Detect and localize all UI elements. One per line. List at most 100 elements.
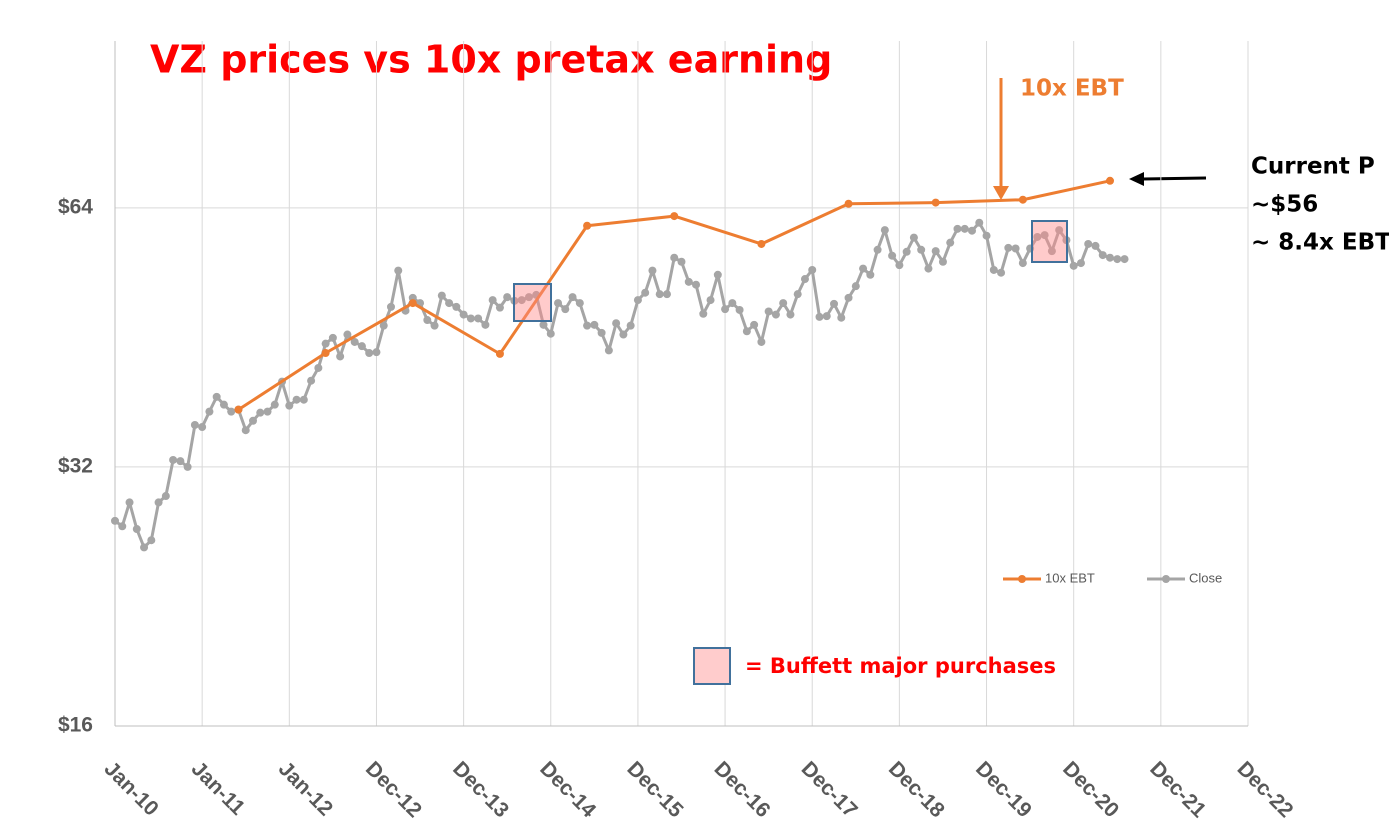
point [975,218,984,227]
point [648,266,657,275]
annotation: Current P [1251,154,1375,180]
x-tick-label: Dec-22 [1233,757,1298,822]
point [1018,259,1027,268]
point [198,423,207,432]
point [997,268,1006,277]
point [583,321,592,330]
buffett-box [1031,220,1068,263]
point [880,226,889,235]
legend-label: Close [1189,570,1222,585]
point [662,290,671,299]
point [931,198,940,207]
point [524,293,533,302]
point [953,224,962,233]
point [365,349,374,358]
x-tick-label: Dec-16 [710,757,775,822]
legend-marker [1162,575,1170,583]
point [205,407,214,416]
x-tick-label: Dec-20 [1058,757,1123,822]
point [728,299,737,308]
x-tick-label: Dec-12 [361,757,426,822]
buffett-legend-box [693,647,731,685]
point [111,516,119,525]
point [263,407,272,416]
chart-title: VZ prices vs 10x pretax earning [150,38,832,82]
point [604,346,613,355]
point [786,310,795,319]
point [641,288,650,297]
point [1047,247,1056,256]
point [408,299,417,308]
x-tick-label: Dec-13 [448,757,513,822]
point [917,245,926,254]
point [859,264,868,273]
y-tick-label: $32 [58,454,93,477]
point [1033,232,1042,241]
point [757,239,766,248]
point [481,320,490,329]
point [909,233,918,242]
point [343,330,352,339]
arrow-head [993,186,1009,200]
point [256,408,265,417]
point [190,420,199,429]
point [1004,243,1013,252]
point [873,245,882,254]
point [321,349,330,358]
point [808,265,817,274]
point [779,299,788,308]
point [336,352,345,361]
point [968,226,977,235]
point [800,275,809,284]
point [314,363,323,372]
point [292,395,301,404]
point [699,309,708,318]
x-tick-label: Dec-19 [971,757,1036,822]
point [670,253,679,262]
y-tick-label: $64 [58,195,93,218]
point [474,314,483,323]
point [931,247,940,256]
point [379,321,388,330]
point [742,327,751,336]
point [445,299,454,308]
point [227,407,236,416]
point [176,457,185,466]
point [270,400,279,409]
point [902,247,911,256]
point [212,392,221,401]
point [670,212,679,221]
point [793,290,802,299]
annotation: = Buffett major purchases [745,654,1056,678]
x-tick-label: Dec-15 [622,757,687,822]
point [350,337,359,346]
point [503,293,512,302]
point [633,296,642,305]
x-tick-label: Jan-10 [100,757,163,820]
point [684,277,693,286]
point [626,321,635,330]
plot-area: Jan-10 Jan-11 Jan-12 Dec-12 Dec-13 Dec-14 Dec-… [58,41,1298,822]
point [372,348,381,357]
point [706,296,715,305]
point [307,376,316,385]
point [844,199,853,208]
point [539,320,548,329]
point [575,299,584,308]
point [895,261,904,270]
point [822,312,831,321]
point [713,270,722,279]
point [386,302,395,311]
point [452,302,461,311]
point [299,395,308,404]
point [677,257,686,266]
point [321,339,330,348]
point [583,221,592,230]
point [554,299,563,308]
point [561,305,570,314]
point [357,342,366,351]
point [459,310,468,319]
point [735,305,744,314]
point [248,416,257,425]
